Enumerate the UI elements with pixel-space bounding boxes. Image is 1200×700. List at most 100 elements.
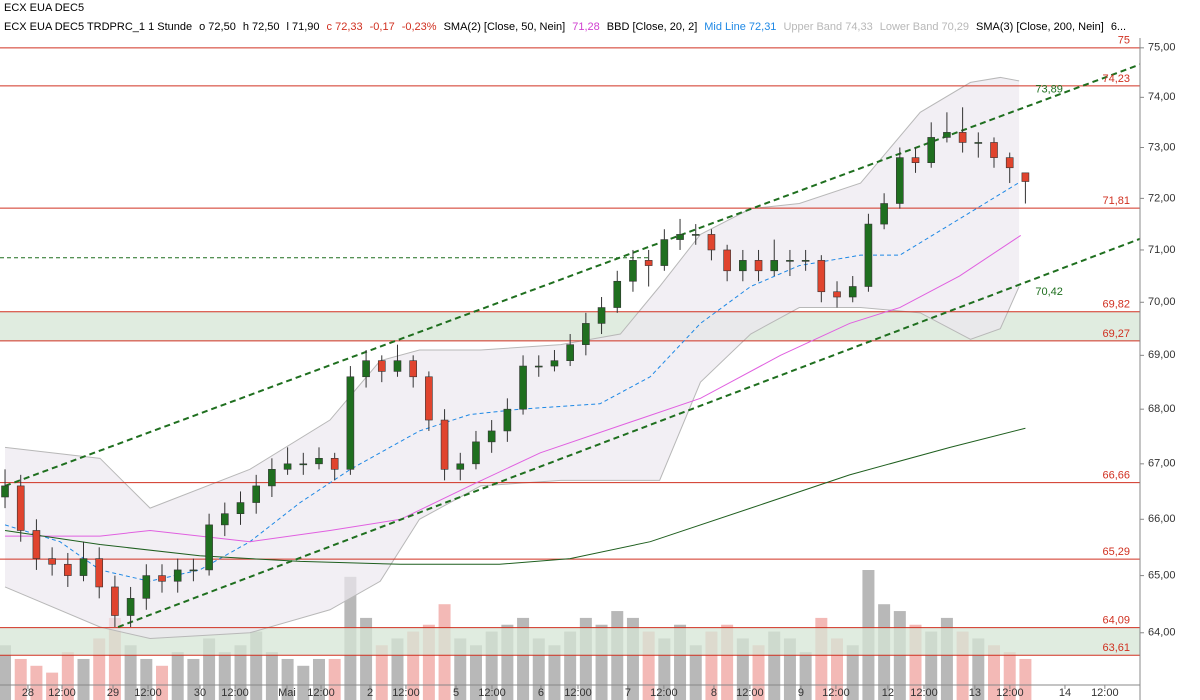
y-tick-label: 75,00 — [1148, 42, 1176, 54]
candle-body — [503, 408, 512, 432]
volume-bar — [30, 665, 43, 700]
axis-strip — [1140, 0, 1200, 700]
y-tick-label: 66,00 — [1148, 513, 1176, 525]
volume-bar — [752, 645, 765, 700]
candle-body — [252, 485, 260, 503]
x-tick-label: 12:00 — [48, 687, 76, 699]
candle-body — [676, 234, 684, 240]
candle-body — [126, 598, 135, 616]
x-tick-label: Mai — [278, 687, 296, 699]
channel-label: 70,42 — [1035, 286, 1063, 298]
candle-body — [864, 223, 873, 287]
candle-body — [943, 132, 951, 138]
volume-bar — [548, 645, 561, 700]
candle-body — [848, 286, 857, 298]
candle-body — [158, 575, 166, 582]
bollinger-lower — [4, 286, 1020, 640]
x-tick-label: 12:00 — [996, 687, 1024, 699]
indicator-line — [4, 427, 1026, 565]
candle-body — [911, 157, 920, 163]
volume-bar — [799, 652, 812, 700]
legend-item: -0,17 — [369, 21, 395, 33]
y-tick-label: 71,00 — [1148, 244, 1176, 256]
candle-body — [236, 502, 245, 514]
candle-body — [409, 360, 417, 378]
x-tick-label: 12:00 — [307, 687, 335, 699]
volume-bar — [187, 658, 200, 700]
candle-body — [597, 307, 606, 324]
candle-body — [739, 260, 747, 272]
volume-bar — [140, 658, 153, 700]
candle-body — [1005, 157, 1014, 169]
legend-item: Lower Band 70,29 — [879, 21, 970, 33]
volume-bar — [124, 645, 137, 700]
volume-bar — [265, 652, 278, 700]
volume-bar — [375, 645, 388, 700]
channel-label: 73,89 — [1035, 84, 1063, 96]
level-label: 65,29 — [1102, 546, 1130, 558]
volume-bar — [61, 652, 74, 700]
legend-item: BBD [Close, 20, 2] — [606, 21, 698, 33]
x-tick-label: 30 — [194, 687, 206, 699]
volume-bar — [234, 645, 247, 700]
volume-bar — [1019, 658, 1032, 700]
candle-body — [362, 360, 370, 378]
x-tick-label: 12:00 — [1091, 687, 1119, 699]
candle-body — [268, 469, 276, 487]
candle-body — [346, 376, 355, 470]
candle-body — [990, 142, 998, 158]
legend-item: -0,23% — [401, 21, 437, 33]
level-label: 69,82 — [1102, 299, 1130, 311]
x-tick-label: 12:00 — [822, 687, 850, 699]
legend-item: h 72,50 — [242, 21, 280, 33]
candle-body — [534, 365, 543, 368]
candle-body — [880, 203, 888, 225]
candle-body — [629, 260, 637, 282]
candle-body — [440, 419, 449, 470]
volume-bar — [328, 658, 341, 700]
candle-body — [425, 376, 433, 421]
level-label: 71,81 — [1102, 195, 1130, 207]
x-tick-label: 12:00 — [736, 687, 764, 699]
candle-body — [205, 524, 213, 571]
legend-item: SMA(3) [Close, 200, Nein] — [976, 21, 1104, 33]
candle-body — [315, 458, 323, 465]
candle-body — [1021, 172, 1030, 182]
x-tick-label: 12:00 — [564, 687, 592, 699]
indicator-line — [4, 182, 1020, 582]
x-tick-label: 14 — [1059, 687, 1071, 699]
legend-header: ECX EUA DEC5 TRDPRC_1 1 Stunde o 72,50 h 7… — [4, 21, 1194, 33]
y-tick-label: 72,00 — [1148, 192, 1176, 204]
x-tick-label: 2 — [367, 687, 373, 699]
y-tick-label: 69,00 — [1148, 349, 1176, 361]
candle-body — [64, 563, 72, 576]
candle-body — [173, 569, 182, 582]
x-tick-label: 5 — [453, 687, 459, 699]
x-tick-label: 7 — [625, 687, 631, 699]
level-label: 69,27 — [1102, 328, 1130, 340]
candle-body — [660, 239, 669, 266]
candle-body — [472, 441, 480, 465]
y-tick-label: 67,00 — [1148, 458, 1176, 470]
candle-body — [1, 485, 9, 498]
x-tick-label: 12:00 — [392, 687, 420, 699]
x-tick-label: 8 — [711, 687, 717, 699]
x-tick-label: 29 — [107, 687, 119, 699]
legend-item: Mid Line 72,31 — [704, 21, 777, 33]
volume-bar — [846, 645, 859, 700]
y-tick-label: 74,00 — [1148, 91, 1176, 103]
candle-body — [801, 260, 810, 262]
candle-body — [723, 249, 731, 272]
volume-bar — [469, 645, 482, 700]
level-label: 64,09 — [1102, 614, 1130, 626]
channel-line — [117, 237, 1140, 628]
candle-body — [32, 530, 41, 559]
candle-body — [393, 360, 402, 372]
legend-item: SMA(2) [Close, 50, Nein] — [443, 21, 566, 33]
volume-bar — [218, 652, 231, 700]
volume-bar — [46, 672, 59, 700]
y-tick-label: 70,00 — [1148, 296, 1176, 308]
candle-body — [896, 157, 904, 204]
chart-title: ECX EUA DEC5 — [4, 2, 85, 14]
candle-body — [754, 260, 763, 272]
